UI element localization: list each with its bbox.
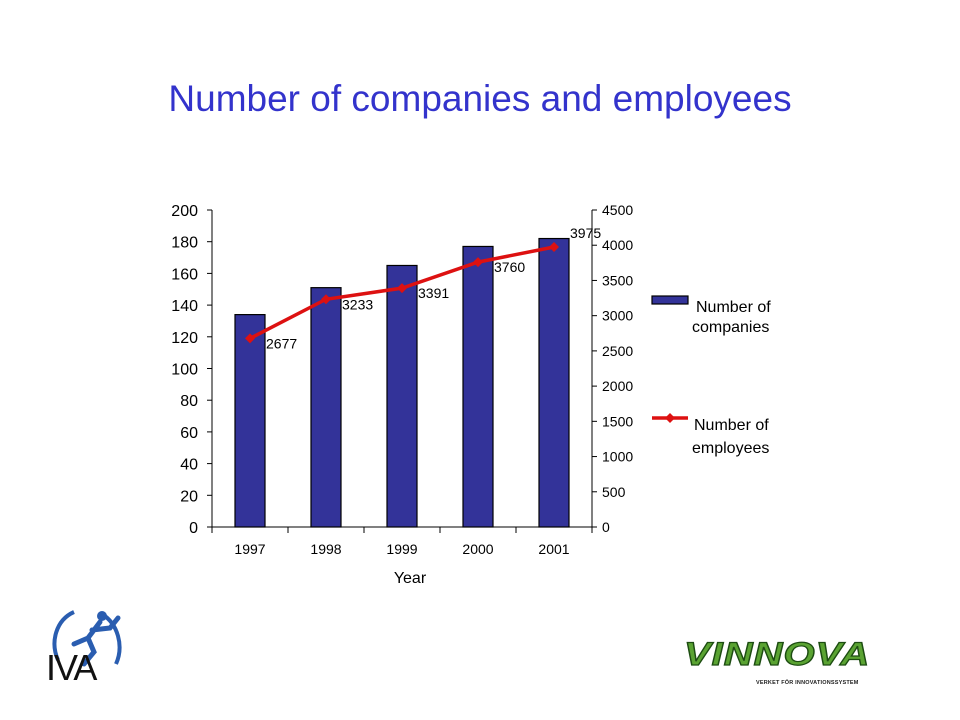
right-tick-label: 3500 [602,272,633,288]
vinnova-text: VINNOVA [684,636,870,672]
right-tick-label: 0 [602,519,610,535]
left-tick-label: 180 [171,235,198,252]
legend-employees-label: Number of employees [692,416,769,459]
left-tick-label: 80 [180,393,198,410]
legend-companies-line2: companies [692,319,770,336]
employees-point [549,241,559,252]
x-tick-label: 1997 [234,541,265,557]
employees-data-label: 2677 [266,335,297,351]
left-tick-label: 100 [171,362,198,379]
x-tick-label: 1998 [310,541,341,557]
bar-companies [538,237,570,528]
left-tick-label: 20 [180,488,198,505]
left-tick-label: 200 [171,203,198,220]
right-tick-label: 4000 [602,237,633,253]
left-tick-label: 0 [189,520,198,537]
left-tick-label: 140 [171,298,198,315]
legend-companies-swatch [651,295,689,305]
employees-point [321,294,331,305]
right-tick-label: 1500 [602,413,633,429]
left-tick-label: 120 [171,330,198,347]
right-tick-label: 1000 [602,449,633,465]
legend-swatches [651,295,689,423]
employees-point [245,333,255,344]
left-tick-label: 40 [180,457,198,474]
left-tick-label: 160 [171,266,198,283]
legend-employees-line1: Number of [694,417,769,434]
vinnova-logo: VINNOVA [680,635,930,687]
chart-title: Number of companies and employees [168,78,792,119]
right-tick-label: 2500 [602,343,633,359]
x-tick-label: 2001 [538,541,569,557]
bar-companies [386,264,418,528]
legend-companies-line1: Number of [696,299,771,316]
employees-data-label: 3391 [418,285,449,301]
right-tick-label: 500 [602,484,626,500]
ticks: 0204060801001201401601802000500100015002… [171,202,633,587]
right-tick-label: 3000 [602,308,633,324]
vinnova-tagline: VERKET FÖR INNOVATIONSSYSTEM [756,680,859,686]
employees-data-label: 3760 [494,259,525,275]
bars [234,237,570,528]
legend-employees-marker [665,413,675,423]
bar-companies [462,245,494,528]
legend-employees-line2: employees [692,440,770,457]
x-tick-label: 1999 [386,541,417,557]
iva-logo: IVA [44,604,134,689]
right-tick-label: 4500 [602,202,633,218]
bar-companies [310,287,342,528]
left-tick-label: 60 [180,425,198,442]
employees-data-label: 3233 [342,296,373,312]
legend-companies-label: Number of companies [692,298,771,338]
x-tick-label: 2000 [462,541,493,557]
right-tick-label: 2000 [602,378,633,394]
employees-point [397,283,407,294]
iva-text: IVA [46,647,97,684]
employees-data-label: 3975 [570,225,601,241]
employee-line: 2677 3233 3391 3760 3975 [245,225,601,351]
employees-point [473,257,483,268]
x-axis-label: Year [394,570,427,587]
bar-companies [234,314,266,528]
